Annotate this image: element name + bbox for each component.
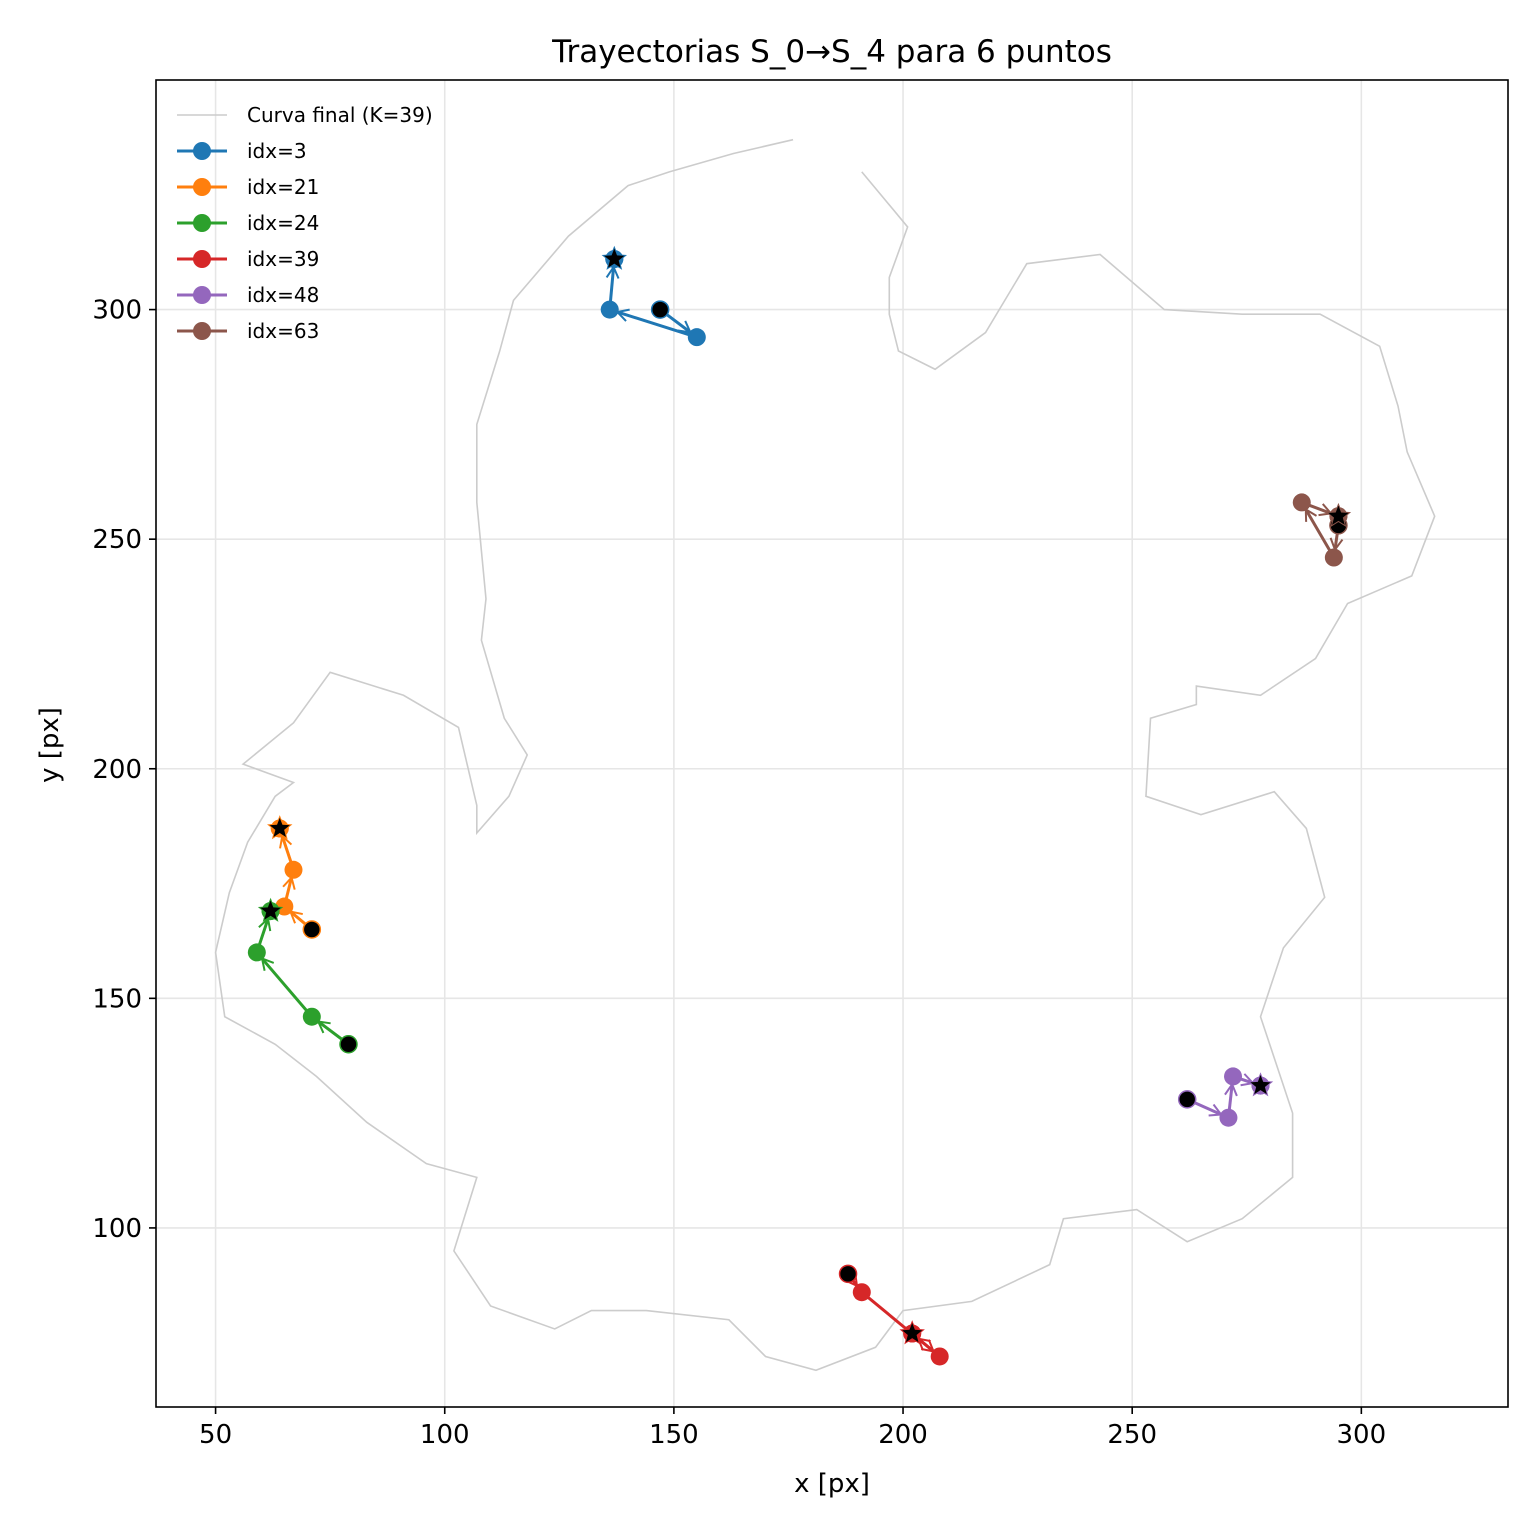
legend-marker [193,250,211,268]
legend-marker [193,142,211,160]
legend-item: idx=39 [177,247,319,271]
x-tick-label: 300 [1337,1420,1387,1450]
x-tick-label: 250 [1107,1420,1157,1450]
legend-marker [193,214,211,232]
grid [156,80,1508,1407]
trajectory-point [930,1347,949,1366]
legend-label: idx=21 [247,175,319,199]
chart-title: Trayectorias S_0→S_4 para 6 puntos [551,34,1112,70]
y-tick-label: 300 [92,296,142,326]
y-axis-label: y [px] [35,707,65,783]
trajectory-point [247,943,266,962]
legend-item: idx=48 [177,283,319,307]
trajectory-point [302,1007,321,1026]
trajectory-point [687,328,706,347]
trajectory-idx-24 [247,897,358,1054]
legend-item: idx=63 [177,319,319,343]
legend-item: idx=21 [177,175,319,199]
legend: Curva final (K=39) idx=3 idx=21 idx=24 idx=3… [177,103,433,343]
x-axis-label: x [px] [794,1469,870,1499]
legend-item: idx=3 [177,139,307,163]
trajectories [247,245,1352,1366]
trajectory-idx-21 [267,815,322,939]
start-point [650,300,670,319]
final-curve-line [214,138,1436,1372]
final-curve [214,138,1436,1372]
axis-ticks: 50 100 150 200 250 300 100 150 200 250 300 [92,296,1386,1450]
end-star [899,1320,925,1345]
legend-item: Curva final (K=39) [177,103,433,127]
y-tick-label: 200 [92,755,142,785]
start-point [302,920,322,939]
x-tick-label: 100 [420,1420,470,1450]
trajectory-segment [255,951,313,1018]
trajectory-point [600,300,619,319]
legend-marker [193,286,211,304]
trajectory-idx-48 [1177,1067,1274,1127]
legend-label: Curva final (K=39) [247,103,433,127]
legend-item: idx=24 [177,211,319,235]
legend-label: idx=3 [247,139,307,163]
end-star [601,245,628,270]
end-star [257,897,284,922]
legend-label: idx=63 [247,319,319,343]
y-tick-label: 250 [92,525,142,555]
legend-marker [193,322,211,340]
legend-label: idx=39 [247,247,319,271]
trajectory-idx-39 [838,1264,949,1366]
legend-label: idx=48 [247,283,319,307]
trajectory-point [1324,548,1343,567]
trajectory-segment [609,308,698,339]
trajectory-idx-63 [1292,493,1352,567]
trajectory-point [284,860,303,879]
x-tick-label: 50 [199,1420,232,1450]
end-star [267,815,293,840]
x-tick-label: 150 [649,1420,699,1450]
start-point [339,1035,358,1054]
legend-marker [193,178,211,196]
y-tick-label: 100 [92,1214,142,1244]
x-tick-label: 200 [878,1420,928,1450]
end-star [1325,502,1352,528]
trajectory-point [275,897,294,916]
legend-label: idx=24 [247,211,319,235]
plot-frame [155,79,1509,1408]
start-point [1177,1090,1197,1109]
trajectory-idx-3 [600,245,706,347]
end-star [1247,1072,1274,1097]
trajectory-point [1292,493,1311,512]
trajectory-point [1219,1108,1238,1127]
trajectory-point [1224,1067,1243,1086]
trajectory-point [852,1283,871,1302]
y-tick-label: 150 [92,984,142,1014]
start-point [838,1264,858,1284]
trajectory-segment [1300,501,1336,559]
